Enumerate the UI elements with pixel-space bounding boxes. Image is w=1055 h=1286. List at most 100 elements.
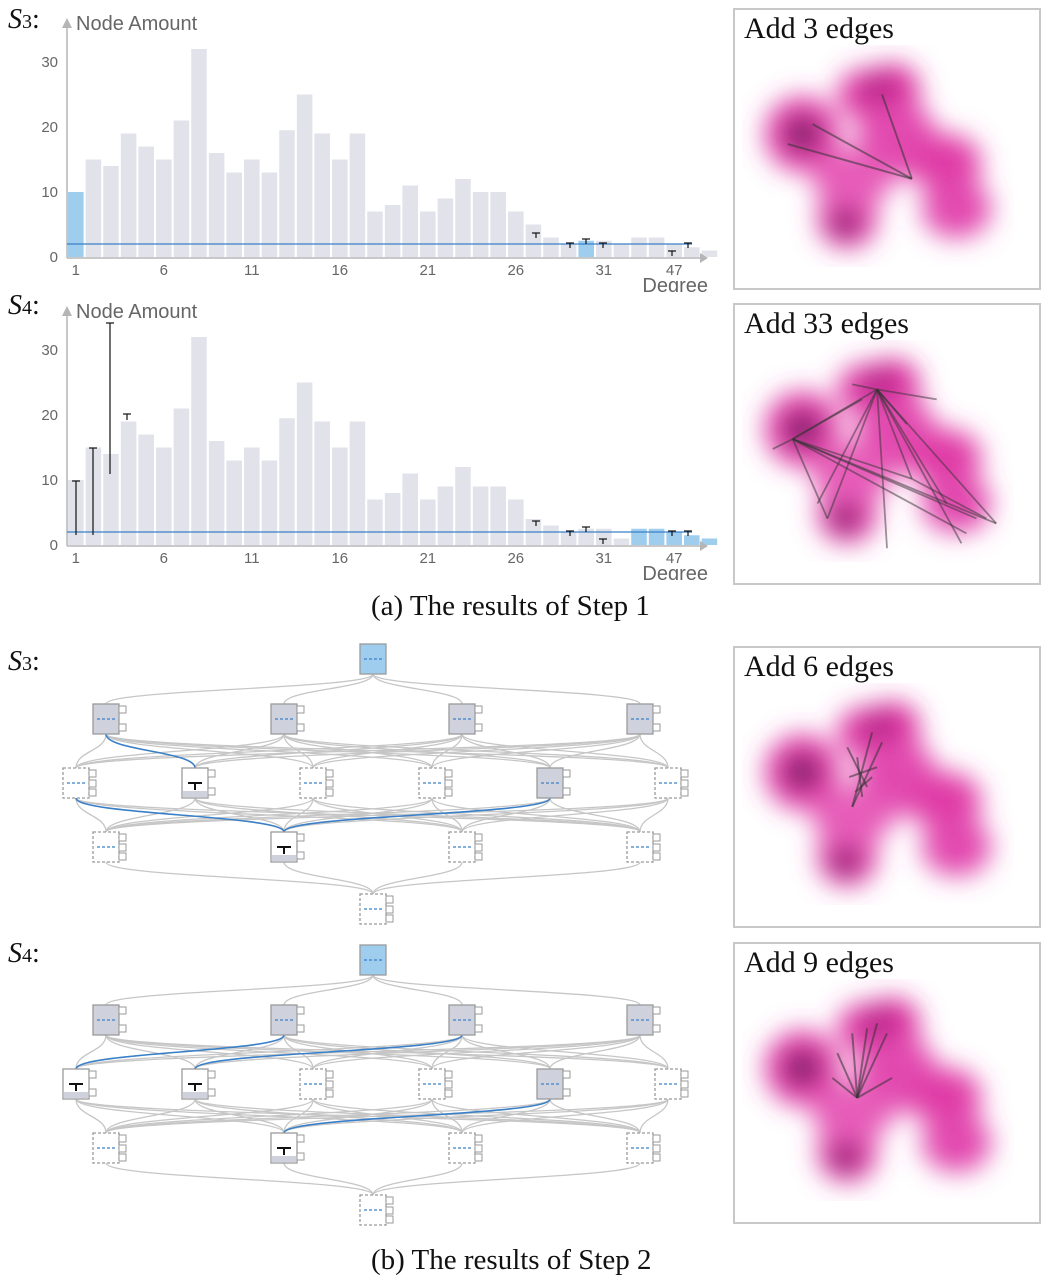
tree-link [105, 861, 374, 895]
histogram-bar [666, 532, 682, 545]
node-box [92, 1132, 120, 1164]
tree-node [536, 767, 571, 799]
tree-node [270, 831, 305, 863]
histogram-bar [420, 499, 436, 545]
tree-link [283, 861, 374, 895]
histogram-bar [314, 421, 330, 545]
tree-node [359, 944, 387, 976]
histogram-bar [173, 120, 190, 257]
node-tab [118, 723, 127, 732]
tree-node [299, 1068, 334, 1100]
node-tab [562, 1088, 571, 1097]
tree-link [105, 733, 196, 769]
tree-link [75, 733, 641, 769]
histogram-bar [226, 172, 242, 257]
node-fill [183, 791, 207, 797]
histogram-bar [631, 237, 647, 257]
histogram-bar [138, 146, 154, 257]
node-box [418, 1068, 446, 1100]
node-tab [118, 843, 127, 852]
tree-node [92, 1004, 127, 1036]
histogram-bar [296, 382, 313, 545]
histogram-bar [103, 166, 119, 257]
node-tab [680, 1089, 689, 1098]
node-box [448, 831, 476, 863]
x-axis-label: Degree [642, 563, 708, 580]
node-tab [385, 1206, 394, 1215]
tree-link [105, 797, 551, 833]
panel-title: Add 9 edges [744, 946, 894, 979]
node-tab [118, 833, 127, 842]
histogram-bar [472, 192, 489, 257]
histogram-bar [490, 192, 506, 257]
histogram-bar [384, 205, 401, 257]
node-tab [474, 1153, 483, 1162]
tree-link [75, 797, 285, 833]
tree-link [312, 1034, 463, 1070]
histogram-bar [191, 49, 207, 257]
histogram-bar [596, 528, 612, 545]
node-tab [207, 1070, 216, 1079]
tree-link [283, 797, 314, 833]
node-box [92, 703, 120, 735]
histogram-bar [455, 179, 471, 257]
tree-link [194, 797, 285, 833]
node-tab [296, 851, 305, 860]
tree-link [461, 1098, 551, 1134]
histogram-bar [543, 525, 559, 545]
tree-node [536, 1068, 571, 1100]
histogram-bar [191, 337, 207, 545]
x-tick-label: 26 [507, 550, 524, 567]
tree-link [283, 797, 551, 833]
node-tab [385, 1196, 394, 1205]
node-tab [118, 852, 127, 861]
x-axis-arrow [700, 253, 708, 263]
tree-link [283, 797, 669, 833]
node-tab [88, 1088, 97, 1097]
tree-link [312, 733, 463, 769]
tree-link [639, 1098, 669, 1134]
tree-node [448, 831, 483, 863]
tree-link [194, 733, 641, 769]
histogram-bar [613, 538, 630, 545]
node-tab [207, 769, 216, 778]
tree-node [181, 767, 216, 799]
tree-link [431, 797, 463, 833]
node-tab [207, 787, 216, 796]
y-tick-label: 30 [41, 54, 58, 71]
x-tick-label: 6 [160, 550, 168, 567]
node-box [359, 643, 387, 675]
panel-title: Add 33 edges [744, 307, 909, 340]
node-tab [88, 769, 97, 778]
tree-link [461, 797, 669, 833]
tree-link [283, 1034, 314, 1070]
node-box [418, 767, 446, 799]
histogram-bar [120, 421, 137, 545]
node-tab [474, 1144, 483, 1153]
tree-node [359, 893, 394, 925]
node-tab [296, 1152, 305, 1161]
tree-node [299, 767, 334, 799]
histogram-bar [314, 133, 330, 257]
tree-link [372, 673, 641, 705]
tree-link [105, 974, 374, 1006]
tree-link [461, 733, 551, 769]
node-tab [444, 788, 453, 797]
tree-link [283, 1098, 669, 1134]
tree-link [105, 733, 314, 769]
tree-link [75, 1034, 285, 1070]
x-tick-label: 11 [244, 550, 260, 567]
tree-link [75, 797, 107, 833]
node-tab [325, 788, 334, 797]
tree-link [194, 1034, 285, 1070]
tree-link [549, 1098, 641, 1134]
node-fill [272, 855, 296, 861]
node-tab [325, 779, 334, 788]
tree-link [639, 1034, 669, 1070]
y-axis-label: Node Amount [76, 13, 198, 35]
histogram-bar [244, 159, 260, 257]
node-tab [562, 787, 571, 796]
tree-link [105, 1098, 551, 1134]
heatmap-graphic [764, 701, 992, 887]
